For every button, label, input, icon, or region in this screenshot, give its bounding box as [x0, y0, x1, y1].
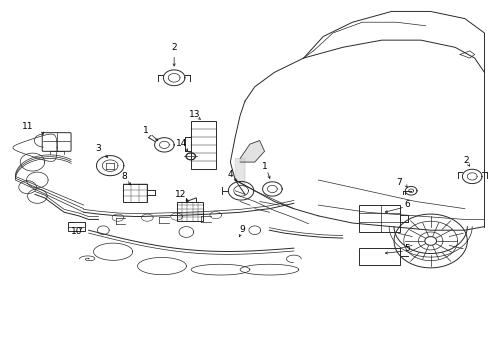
Text: 14: 14 — [176, 139, 187, 148]
Text: 9: 9 — [240, 225, 245, 234]
Text: 8: 8 — [121, 172, 127, 181]
Bar — [359, 206, 400, 232]
Text: 1: 1 — [144, 126, 149, 135]
Text: 3: 3 — [96, 144, 108, 157]
Polygon shape — [240, 140, 265, 162]
Text: 5: 5 — [404, 244, 410, 253]
Bar — [191, 121, 216, 169]
Text: 10: 10 — [71, 228, 82, 237]
Bar — [176, 202, 203, 221]
Bar — [123, 184, 147, 202]
Text: 2: 2 — [172, 43, 177, 66]
Text: 12: 12 — [175, 190, 186, 199]
Bar — [359, 248, 400, 265]
Text: 2: 2 — [463, 156, 468, 165]
Text: 6: 6 — [404, 200, 410, 209]
Polygon shape — [235, 158, 245, 187]
Text: 4: 4 — [227, 170, 233, 179]
Text: 7: 7 — [396, 177, 402, 186]
Text: 1: 1 — [262, 162, 268, 171]
Text: 13: 13 — [189, 110, 200, 119]
Text: 11: 11 — [23, 122, 34, 131]
Bar — [68, 222, 85, 231]
